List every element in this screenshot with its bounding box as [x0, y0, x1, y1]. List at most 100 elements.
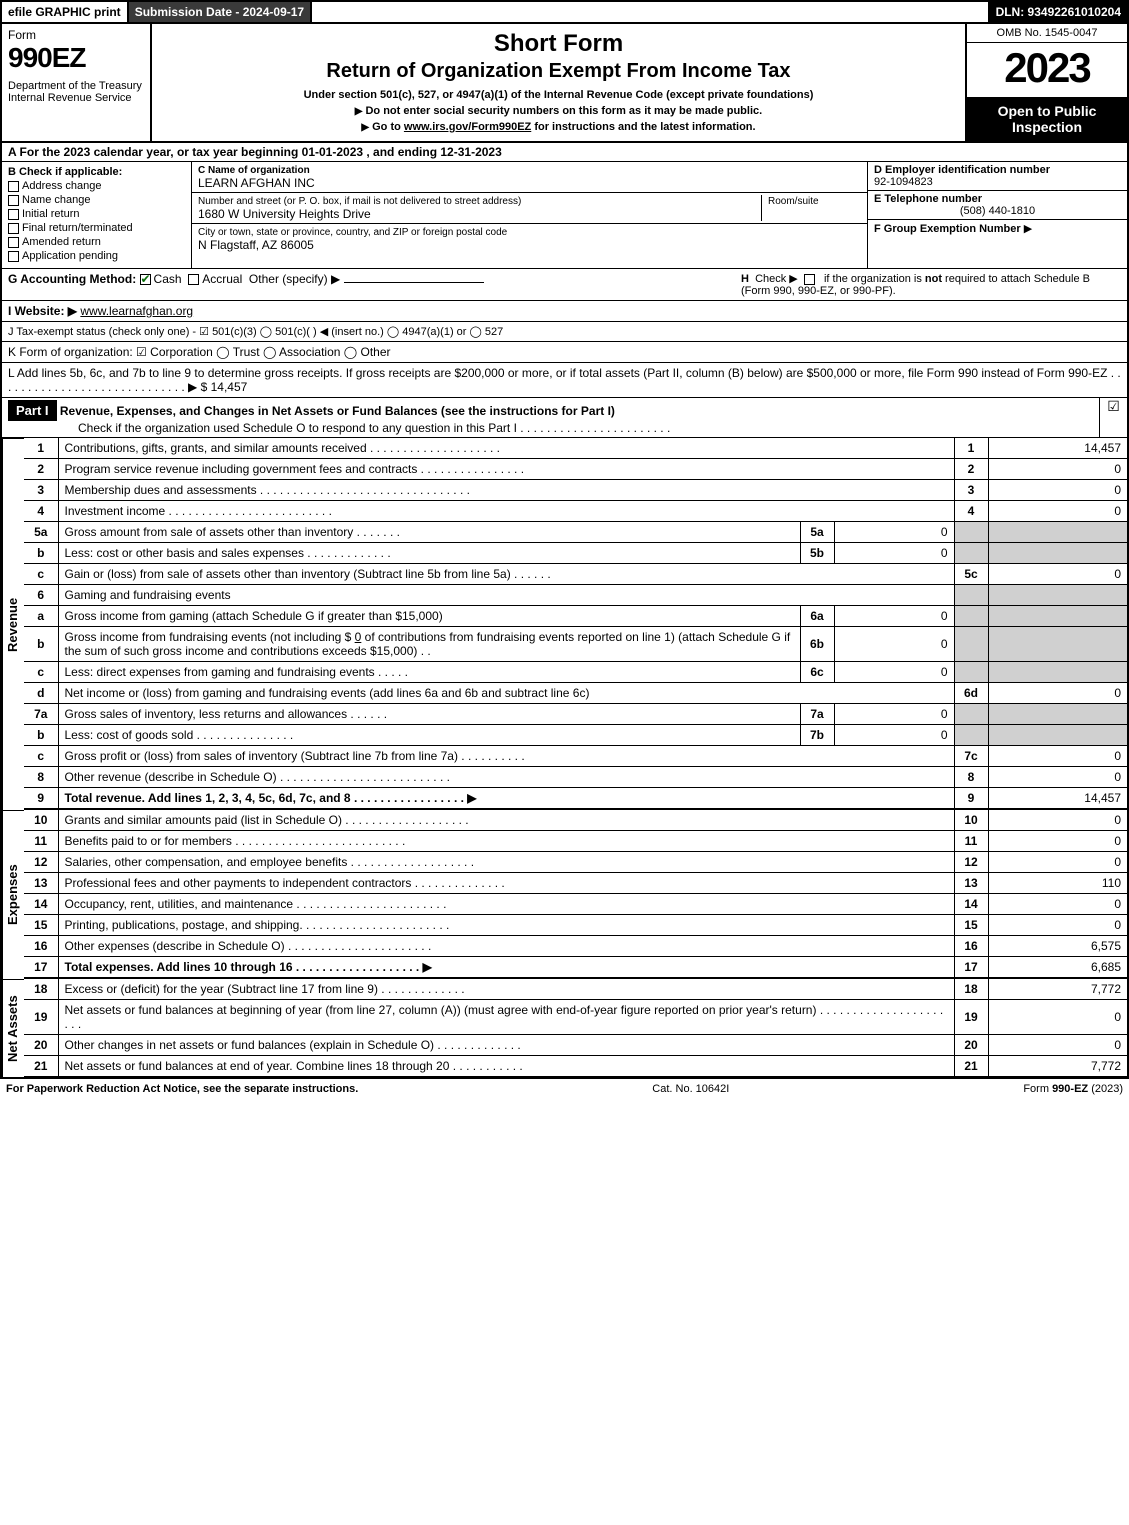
form-number: 990EZ: [8, 42, 144, 74]
top-bar: efile GRAPHIC print Submission Date - 20…: [0, 0, 1129, 24]
line-7a: 7aGross sales of inventory, less returns…: [24, 704, 1128, 725]
chk-amended-return[interactable]: [8, 237, 19, 248]
irs-label: Internal Revenue Service: [8, 92, 144, 104]
website-link[interactable]: www.learnafghan.org: [80, 304, 193, 318]
org-city: N Flagstaff, AZ 86005: [198, 238, 314, 252]
goto-instructions: Go to www.irs.gov/Form990EZ for instruct…: [162, 121, 955, 133]
part-1-title: Revenue, Expenses, and Changes in Net As…: [60, 404, 615, 418]
header-right: OMB No. 1545-0047 2023 Open to Public In…: [967, 24, 1127, 141]
title-return: Return of Organization Exempt From Incom…: [162, 60, 955, 83]
ein-value: 92-1094823: [874, 176, 933, 188]
section-d-label: D Employer identification number: [874, 164, 1050, 176]
line-1: 1Contributions, gifts, grants, and simil…: [24, 438, 1128, 459]
form-ref: Form 990-EZ (2023): [1023, 1083, 1123, 1095]
chk-accrual[interactable]: [188, 274, 199, 285]
row-j: J Tax-exempt status (check only one) - ☑…: [0, 322, 1129, 342]
section-def: D Employer identification number 92-1094…: [867, 162, 1127, 268]
header-center: Short Form Return of Organization Exempt…: [152, 24, 967, 141]
room-suite-label: Room/suite: [768, 196, 819, 207]
line-6: 6Gaming and fundraising events: [24, 585, 1128, 606]
ssn-warning: Do not enter social security numbers on …: [162, 105, 955, 117]
entity-block: B Check if applicable: Address change Na…: [0, 162, 1129, 269]
phone-value: (508) 440-1810: [874, 205, 1121, 217]
line-19: 19Net assets or fund balances at beginni…: [24, 1000, 1128, 1035]
arrow-icon: ▶: [1024, 223, 1032, 235]
line-16: 16Other expenses (describe in Schedule O…: [24, 936, 1128, 957]
line-6a: aGross income from gaming (attach Schedu…: [24, 606, 1128, 627]
line-2: 2Program service revenue including gover…: [24, 459, 1128, 480]
part-1-header: Part I Revenue, Expenses, and Changes in…: [0, 398, 1129, 438]
line-3: 3Membership dues and assessments . . . .…: [24, 480, 1128, 501]
open-to-public: Open to Public Inspection: [967, 97, 1127, 141]
submission-date: Submission Date - 2024-09-17: [129, 2, 310, 22]
line-5a: 5aGross amount from sale of assets other…: [24, 522, 1128, 543]
line-15: 15Printing, publications, postage, and s…: [24, 915, 1128, 936]
line-7b: bLess: cost of goods sold . . . . . . . …: [24, 725, 1128, 746]
section-f-label: F Group Exemption Number: [874, 223, 1021, 235]
revenue-vtab: Revenue: [2, 438, 24, 810]
chk-final-return[interactable]: [8, 223, 19, 234]
part-1-check-line: Check if the organization used Schedule …: [8, 421, 670, 435]
line-5b: bLess: cost or other basis and sales exp…: [24, 543, 1128, 564]
page-footer: For Paperwork Reduction Act Notice, see …: [0, 1077, 1129, 1099]
revenue-table: 1Contributions, gifts, grants, and simil…: [24, 438, 1129, 810]
line-17: 17Total expenses. Add lines 10 through 1…: [24, 957, 1128, 979]
efile-print-label[interactable]: efile GRAPHIC print: [2, 2, 127, 22]
row-l: L Add lines 5b, 6c, and 7b to line 9 to …: [0, 363, 1129, 398]
line-6c: cLess: direct expenses from gaming and f…: [24, 662, 1128, 683]
line-6b: b Gross income from fundraising events (…: [24, 627, 1128, 662]
subtitle-section: Under section 501(c), 527, or 4947(a)(1)…: [162, 89, 955, 101]
chk-schedule-b-not-required[interactable]: [804, 274, 815, 285]
line-6d: dNet income or (loss) from gaming and fu…: [24, 683, 1128, 704]
title-short-form: Short Form: [162, 30, 955, 58]
line-8: 8Other revenue (describe in Schedule O) …: [24, 767, 1128, 788]
revenue-section: Revenue 1Contributions, gifts, grants, a…: [0, 438, 1129, 810]
net-assets-section: Net Assets 18Excess or (deficit) for the…: [0, 979, 1129, 1077]
tax-year: 2023: [967, 43, 1127, 93]
row-h: H Check ▶ if the organization is not req…: [741, 272, 1121, 297]
chk-name-change[interactable]: [8, 195, 19, 206]
line-20: 20Other changes in net assets or fund ba…: [24, 1035, 1128, 1056]
line-5c: cGain or (loss) from sale of assets othe…: [24, 564, 1128, 585]
section-b-label: B Check if applicable:: [8, 166, 122, 178]
chk-address-change[interactable]: [8, 181, 19, 192]
line-14: 14Occupancy, rent, utilities, and mainte…: [24, 894, 1128, 915]
row-gh: G Accounting Method: Cash Accrual Other …: [0, 269, 1129, 301]
dept-treasury: Department of the Treasury: [8, 80, 144, 92]
line-12: 12Salaries, other compensation, and empl…: [24, 852, 1128, 873]
chk-cash[interactable]: [140, 274, 151, 285]
form-word: Form: [8, 28, 144, 42]
net-assets-table: 18Excess or (deficit) for the year (Subt…: [24, 979, 1129, 1077]
chk-application-pending[interactable]: [8, 251, 19, 262]
section-e-label: E Telephone number: [874, 193, 982, 205]
topbar-spacer: [312, 2, 987, 22]
part-1-schedule-o-check[interactable]: ☑: [1099, 398, 1127, 437]
line-13: 13Professional fees and other payments t…: [24, 873, 1128, 894]
part-1-label: Part I: [8, 400, 57, 421]
expenses-vtab: Expenses: [2, 810, 24, 979]
line-4: 4Investment income . . . . . . . . . . .…: [24, 501, 1128, 522]
row-a-tax-year: A For the 2023 calendar year, or tax yea…: [0, 143, 1129, 162]
expenses-section: Expenses 10Grants and similar amounts pa…: [0, 810, 1129, 979]
catalog-number: Cat. No. 10642I: [652, 1083, 729, 1095]
dln-label: DLN: 93492261010204: [990, 2, 1127, 22]
irs-link[interactable]: www.irs.gov/Form990EZ: [404, 121, 531, 133]
gross-receipts-amount: $ 14,457: [201, 380, 248, 394]
line-21: 21Net assets or fund balances at end of …: [24, 1056, 1128, 1077]
section-b: B Check if applicable: Address change Na…: [2, 162, 192, 268]
expenses-table: 10Grants and similar amounts paid (list …: [24, 810, 1129, 979]
line-10: 10Grants and similar amounts paid (list …: [24, 810, 1128, 831]
row-i: I Website: ▶ www.learnafghan.org: [0, 301, 1129, 322]
org-name: LEARN AFGHAN INC: [198, 176, 315, 190]
line-7c: cGross profit or (loss) from sales of in…: [24, 746, 1128, 767]
paperwork-notice: For Paperwork Reduction Act Notice, see …: [6, 1083, 358, 1095]
form-header: Form 990EZ Department of the Treasury In…: [0, 24, 1129, 143]
chk-initial-return[interactable]: [8, 209, 19, 220]
line-18: 18Excess or (deficit) for the year (Subt…: [24, 979, 1128, 1000]
header-left: Form 990EZ Department of the Treasury In…: [2, 24, 152, 141]
section-c: C Name of organization LEARN AFGHAN INC …: [192, 162, 867, 268]
line-9: 9Total revenue. Add lines 1, 2, 3, 4, 5c…: [24, 788, 1128, 810]
net-assets-vtab: Net Assets: [2, 979, 24, 1077]
org-street: 1680 W University Heights Drive: [198, 207, 371, 221]
line-11: 11Benefits paid to or for members . . . …: [24, 831, 1128, 852]
